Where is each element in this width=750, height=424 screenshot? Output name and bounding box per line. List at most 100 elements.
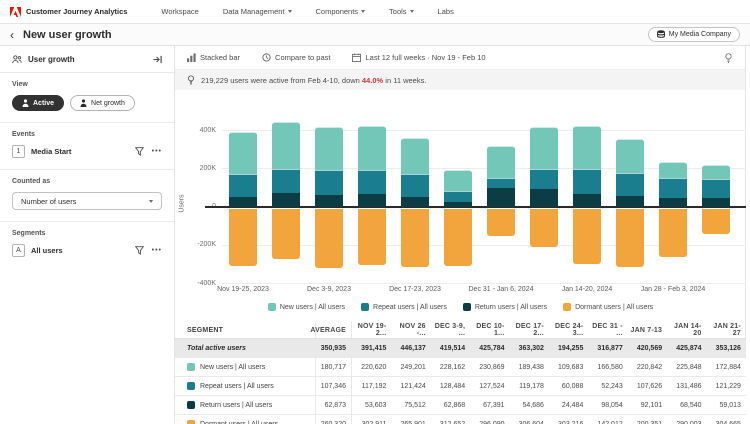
chart-bar-segment[interactable] <box>315 194 343 207</box>
chart-bar-segment[interactable] <box>444 190 472 203</box>
chart-bar-segment[interactable] <box>702 198 730 207</box>
brand: Customer Journey Analytics <box>10 6 127 17</box>
chart-bar-segment[interactable] <box>229 132 257 175</box>
chart-bar-segment[interactable] <box>573 193 601 207</box>
chart-bar-segment[interactable] <box>659 161 687 179</box>
column-header[interactable]: NOV 26 -... <box>399 323 426 337</box>
chart-bar-segment[interactable] <box>616 208 644 267</box>
chart-bar-segment[interactable] <box>315 170 343 195</box>
insights-lightbulb-icon[interactable] <box>724 52 733 63</box>
chart-bar-segment[interactable] <box>358 194 386 207</box>
nav-item-tools[interactable]: Tools <box>389 7 414 16</box>
value-cell: 303,216 <box>558 420 584 424</box>
table-row: Repeat users | All users 107,346 117,192 12… <box>175 376 746 395</box>
value-cell: 228,162 <box>439 363 466 371</box>
legend-item[interactable]: Return users | All users <box>462 303 547 311</box>
legend-swatch <box>563 303 572 311</box>
chart-bar-segment[interactable] <box>530 189 558 207</box>
column-header[interactable]: JAN 14-20 <box>673 323 702 337</box>
legend-item[interactable]: Dormant users | All users <box>563 303 653 311</box>
nav-item-workspace[interactable]: Workspace <box>161 7 198 16</box>
chart-bar-segment[interactable] <box>702 208 730 234</box>
chart-bar-segment[interactable] <box>702 178 730 198</box>
nav-item-components[interactable]: Components <box>316 7 366 16</box>
chart-bar-segment[interactable] <box>401 196 429 207</box>
chart-bar-segment[interactable] <box>358 125 386 170</box>
chart-bar-segment[interactable] <box>659 178 687 198</box>
chart-bar-segment[interactable] <box>487 178 515 189</box>
back-button[interactable]: ‹ <box>10 27 14 42</box>
chart-bar-segment[interactable] <box>444 208 472 267</box>
chart-bar-segment[interactable] <box>401 208 429 268</box>
chart-bar-segment[interactable] <box>272 208 300 260</box>
chart-bar-segment[interactable] <box>573 125 601 169</box>
chart-bar-segment[interactable] <box>616 172 644 196</box>
counted-as-select[interactable]: Number of users <box>12 192 162 210</box>
chart-bar-segment[interactable] <box>530 168 558 190</box>
chart-bar-segment[interactable] <box>315 208 343 269</box>
more-actions-icon[interactable]: ••• <box>151 148 162 155</box>
filter-icon[interactable] <box>134 246 144 255</box>
value-cell: 249,201 <box>400 363 426 371</box>
chart-bar-segment[interactable] <box>358 208 386 266</box>
chart-bar-segment[interactable] <box>229 174 257 197</box>
column-header[interactable]: JAN 7-13 <box>630 326 663 334</box>
chart-bar-segment[interactable] <box>659 197 687 207</box>
value-cell: 391,415 <box>361 344 387 352</box>
column-header[interactable]: DEC 24-3... <box>555 323 584 337</box>
chart-bar-segment[interactable] <box>315 126 343 171</box>
column-header[interactable]: SEGMENT <box>175 322 316 338</box>
more-actions-icon[interactable]: ••• <box>151 247 162 254</box>
legend-item[interactable]: Repeat users | All users <box>361 303 447 311</box>
chart-bar-segment[interactable] <box>401 173 429 197</box>
chart-bar-segment[interactable] <box>616 195 644 207</box>
collapse-panel-icon[interactable] <box>153 55 162 64</box>
chart-bar-segment[interactable] <box>272 121 300 170</box>
column-header[interactable]: DEC 17-2... <box>515 323 544 337</box>
chart-bar-segment[interactable] <box>358 169 386 195</box>
column-header[interactable]: NOV 19-2... <box>357 323 387 337</box>
chart-bar-segment[interactable] <box>702 165 730 179</box>
legend-item[interactable]: New users | All users <box>267 303 346 311</box>
chart-bar-segment[interactable] <box>487 188 515 207</box>
chart-bar-segment[interactable] <box>573 208 601 264</box>
column-header[interactable]: AVERAGE <box>310 322 352 338</box>
chart-bar-segment[interactable] <box>573 168 601 194</box>
column-header[interactable]: DEC 31 - ... <box>592 323 623 337</box>
chart-type-button[interactable]: Stacked bar <box>187 53 240 62</box>
chart-bar-segment[interactable] <box>659 208 687 257</box>
nav-item-data-management[interactable]: Data Management <box>223 7 292 16</box>
segment-cell: Dormant users | All users <box>175 415 316 424</box>
chart-bar-segment[interactable] <box>229 208 257 267</box>
date-range-button[interactable]: Last 12 full weeks · Nov 19 - Feb 10 <box>352 53 486 62</box>
chart-bar-segment[interactable] <box>272 169 300 193</box>
table-row: Return users | All users 62,873 53,603 75,5… <box>175 395 746 414</box>
chart-bar-segment[interactable] <box>444 169 472 191</box>
chart-bar-segment[interactable] <box>272 192 300 207</box>
company-name: My Media Company <box>668 31 731 38</box>
chart-bar-segment[interactable] <box>530 126 558 169</box>
chart-bar-segment[interactable] <box>229 196 257 207</box>
chart-bar-segment[interactable] <box>530 208 558 247</box>
compare-to-past-button[interactable]: Compare to past <box>262 53 330 62</box>
company-selector-button[interactable]: My Media Company <box>647 27 740 42</box>
view-button-net-growth[interactable]: Net growth <box>70 95 135 111</box>
nav-item-labs[interactable]: Labs <box>438 7 454 16</box>
x-tick-label: Dec 31 - Jan 6, 2024 <box>468 286 534 293</box>
view-button-label: Net growth <box>91 99 125 107</box>
nav-item-label: Data Management <box>222 7 285 16</box>
chart-bar-segment[interactable] <box>487 208 515 236</box>
column-header[interactable]: DEC 10-1... <box>476 323 505 337</box>
chart-bar-segment[interactable] <box>401 137 429 174</box>
chart-bar-segment[interactable] <box>616 139 644 173</box>
value-cell: 353,126 <box>715 344 741 352</box>
legend-label: New users | All users <box>279 303 346 311</box>
chart-bar-segment[interactable] <box>444 202 472 207</box>
column-header[interactable]: DEC 3-9, ... <box>434 323 466 337</box>
chart-bar-segment[interactable] <box>487 146 515 179</box>
view-button-active[interactable]: Active <box>12 95 65 111</box>
column-header[interactable]: JAN 21-27 <box>713 323 741 337</box>
filter-icon[interactable] <box>134 147 144 156</box>
segment-label: New users | All users <box>200 363 266 371</box>
segment-row: A All users ••• <box>12 244 162 257</box>
